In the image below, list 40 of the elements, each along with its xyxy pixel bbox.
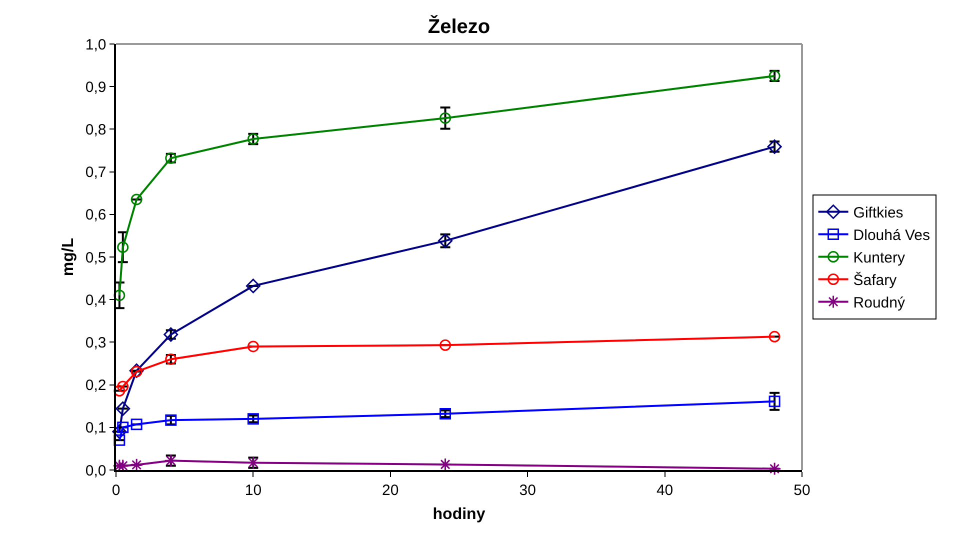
y-tick-label: 0,9 [85,78,106,96]
point [768,396,780,408]
point [114,434,126,446]
y-tick-label: 0,8 [85,121,106,138]
y-tick-label: 0,2 [85,377,106,394]
point [114,290,126,302]
y-axis-title: mg/L [60,238,77,276]
point [114,385,126,397]
x-tick-label: 20 [382,482,399,499]
point [440,112,452,124]
chart-title: Železo [428,15,490,38]
point [438,458,452,472]
y-tick-label: 0,3 [85,334,106,352]
legend-label: Dlouhá Ves [853,227,930,244]
y-tick-label: 1,0 [85,36,106,54]
y-tick-label: 0,4 [85,292,106,309]
y-tick-label: 0,7 [85,164,106,182]
y-tick-label: 0,0 [85,462,106,480]
x-tick-label: 10 [244,482,262,499]
legend-label: Šafary [853,271,898,290]
point [130,418,142,430]
point [768,330,780,342]
y-tick-label: 0,6 [85,206,106,224]
legend-label: Giftkies [853,204,904,222]
point [247,340,259,352]
point [246,278,260,294]
point [440,339,452,351]
legend-label: Kuntery [853,250,906,267]
y-tick-label: 0,5 [85,249,106,266]
point [117,241,129,253]
legend-label: Roudný [853,294,906,312]
point [130,194,142,206]
x-tick-label: 0 [112,482,120,499]
point [768,462,782,476]
x-tick-label: 40 [656,482,674,499]
x-axis-title: hodiny [432,506,486,523]
y-tick-label: 0,1 [85,420,106,437]
x-tick-label: 50 [794,482,810,499]
point [116,401,130,416]
x-tick-label: 30 [519,482,536,499]
